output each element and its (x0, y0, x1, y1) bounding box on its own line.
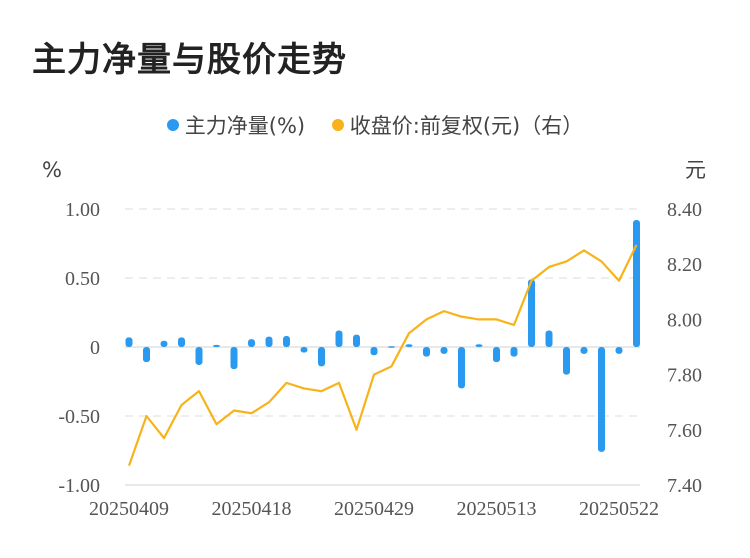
right-tick-label: 7.60 (667, 420, 702, 442)
right-tick-label: 8.20 (667, 254, 702, 276)
legend: 主力净量(%) 收盘价:前复权(元)（右） (0, 110, 750, 140)
left-tick-label: 0 (90, 337, 100, 359)
bar (475, 344, 483, 347)
bar (248, 339, 255, 347)
bar (230, 347, 238, 370)
bar (598, 347, 605, 452)
bar (423, 347, 430, 357)
x-tick-label: 20250409 (89, 498, 169, 520)
bar (440, 347, 448, 354)
bar (178, 337, 185, 347)
right-tick-label: 8.40 (667, 199, 702, 221)
bar (283, 335, 290, 347)
legend-item-close-price[interactable]: 收盘价:前复权(元)（右） (331, 110, 584, 140)
right-axis-unit: 元 (685, 158, 706, 182)
bar (388, 346, 395, 348)
bar (510, 347, 518, 357)
legend-marker-bar (166, 119, 179, 131)
legend-label-net-flow: 主力净量(%) (184, 114, 306, 138)
bar (493, 347, 500, 363)
bar (265, 336, 273, 347)
bar (195, 347, 203, 365)
legend-marker-line (331, 119, 344, 131)
bar (213, 344, 220, 347)
left-tick-label: 1.00 (65, 199, 100, 221)
left-tick-label: -1.00 (58, 475, 100, 497)
x-tick-label: 20250429 (334, 498, 414, 520)
bar (318, 347, 325, 367)
bar (545, 330, 553, 347)
legend-label-close-price: 收盘价:前复权(元)（右） (349, 114, 584, 138)
legend-item-net-flow[interactable]: 主力净量(%) (166, 110, 306, 140)
bar (633, 220, 640, 347)
bar (563, 347, 570, 375)
bar (143, 347, 150, 363)
bar (615, 347, 623, 354)
bar (335, 330, 343, 347)
bar (405, 344, 413, 347)
chart-title: 主力净量与股价走势 (32, 40, 347, 80)
bar (353, 334, 360, 347)
bar (370, 347, 378, 356)
right-tick-label: 8.00 (667, 309, 702, 331)
left-tick-label: -0.50 (58, 406, 100, 428)
bar (125, 337, 133, 347)
x-tick-label: 20250513 (457, 498, 537, 520)
x-tick-label: 20250522 (579, 498, 659, 520)
left-tick-label: 0.50 (65, 268, 100, 290)
x-tick-label: 20250418 (212, 498, 292, 520)
bar (580, 347, 588, 354)
bar (528, 279, 535, 347)
close-price-line (127, 244, 638, 467)
left-axis-unit: % (42, 158, 62, 182)
right-tick-label: 7.80 (667, 365, 702, 387)
bar (300, 347, 308, 353)
bar (458, 347, 465, 389)
right-tick-label: 7.40 (667, 475, 702, 497)
bar (160, 340, 168, 347)
